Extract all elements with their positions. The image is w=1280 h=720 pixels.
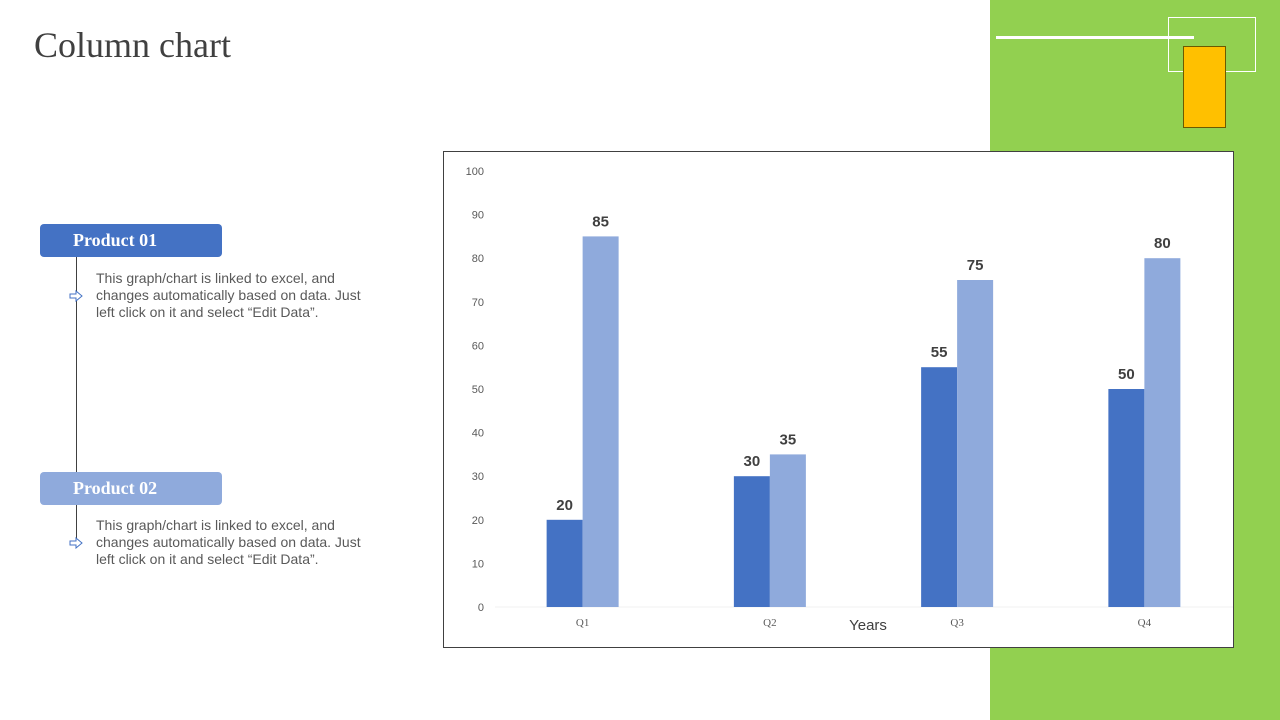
bar [921, 367, 958, 607]
bar [546, 519, 583, 607]
chart-canvas: 0 10 20 30 40 50 60 70 80 90 100 Q1 20 85 Q2 30 35 Q3 55 75… [466, 166, 1233, 634]
decorative-yellow-rectangle [1183, 46, 1226, 128]
y-tick-label: 50 [472, 384, 484, 396]
x-tick-label: Q3 [950, 617, 964, 629]
data-label: 80 [1154, 235, 1171, 252]
decorative-line [996, 36, 1194, 39]
y-tick-label: 100 [466, 166, 484, 178]
y-tick-label: 70 [472, 297, 484, 309]
y-tick-label: 80 [472, 253, 484, 265]
y-tick-label: 60 [472, 340, 484, 352]
bar [957, 280, 994, 607]
y-tick-label: 20 [472, 515, 484, 527]
data-label: 50 [1118, 366, 1135, 383]
data-label: 85 [592, 213, 609, 230]
bar [582, 236, 619, 607]
y-tick-label: 40 [472, 428, 484, 440]
product-02-description: This graph/chart is linked to excel, and… [96, 517, 361, 567]
timeline-connector [76, 256, 77, 546]
arrow-right-outline-icon [69, 537, 83, 549]
data-label: 55 [931, 344, 948, 361]
x-tick-label: Q2 [763, 617, 776, 629]
arrow-right-outline-icon [69, 290, 83, 302]
product-02-label: Product 02 [40, 472, 222, 505]
y-tick-label: 30 [472, 471, 484, 483]
x-axis-title: Years [849, 617, 887, 634]
page-title: Column chart [34, 25, 231, 65]
product-01-description: This graph/chart is linked to excel, and… [96, 270, 361, 320]
data-label: 30 [744, 453, 761, 470]
data-label: 35 [780, 431, 797, 448]
y-tick-label: 90 [472, 210, 484, 222]
bar [1108, 389, 1145, 607]
y-tick-label: 0 [478, 602, 484, 614]
column-chart[interactable]: 0 10 20 30 40 50 60 70 80 90 100 Q1 20 85 Q2 30 35 Q3 55 75… [443, 151, 1234, 648]
bar [733, 476, 770, 607]
data-label: 75 [967, 257, 984, 274]
y-tick-label: 10 [472, 558, 484, 570]
x-tick-label: Q4 [1138, 617, 1152, 629]
bar [1144, 258, 1181, 607]
bar [769, 454, 806, 607]
product-01-label: Product 01 [40, 224, 222, 257]
data-label: 20 [556, 497, 573, 514]
x-tick-label: Q1 [576, 617, 589, 629]
